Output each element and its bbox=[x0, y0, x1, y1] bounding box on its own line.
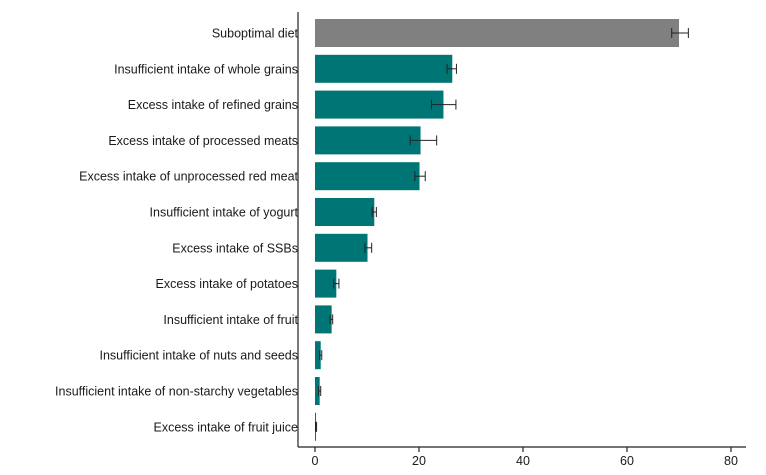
bars-layer bbox=[315, 19, 679, 441]
bar bbox=[315, 54, 453, 83]
category-label: Excess intake of fruit juice bbox=[153, 420, 298, 434]
bar bbox=[315, 162, 420, 191]
category-label: Insufficient intake of yogurt bbox=[150, 206, 299, 220]
bar bbox=[315, 198, 375, 226]
error-bar bbox=[446, 63, 457, 74]
category-label: Excess intake of potatoes bbox=[156, 277, 298, 291]
bar bbox=[315, 341, 321, 370]
category-label: Excess intake of refined grains bbox=[128, 98, 298, 112]
error-bar bbox=[671, 28, 689, 38]
category-labels-layer: Suboptimal diet Insufficient intake of wh… bbox=[55, 27, 298, 435]
error-bar bbox=[371, 207, 377, 217]
error-bar bbox=[333, 278, 340, 289]
bar bbox=[315, 305, 332, 334]
bar bbox=[315, 377, 320, 405]
category-label: Suboptimal diet bbox=[212, 27, 299, 41]
error-bar bbox=[364, 242, 373, 253]
x-tick-label: 60 bbox=[620, 454, 634, 468]
bar bbox=[315, 19, 679, 47]
bar bbox=[315, 269, 337, 298]
category-label: Excess intake of processed meats bbox=[108, 134, 298, 148]
error-bar bbox=[329, 314, 334, 325]
x-tick-label: 0 bbox=[312, 454, 319, 468]
category-label: Insufficient intake of non-starchy veget… bbox=[55, 385, 298, 399]
axes bbox=[297, 12, 746, 448]
category-label: Insufficient intake of nuts and seeds bbox=[99, 349, 298, 363]
x-axis-ticks: 0 20 40 60 80 bbox=[312, 447, 738, 468]
error-bar bbox=[430, 99, 457, 110]
x-tick-label: 80 bbox=[724, 454, 738, 468]
bar bbox=[315, 233, 368, 262]
x-tick-label: 40 bbox=[516, 454, 530, 468]
category-label: Excess intake of SSBs bbox=[172, 241, 298, 255]
error-bar bbox=[315, 421, 318, 432]
x-tick-label: 20 bbox=[412, 454, 426, 468]
bar bbox=[315, 90, 444, 119]
bar bbox=[315, 126, 421, 155]
category-label: Excess intake of unprocessed red meat bbox=[79, 170, 298, 184]
error-bar bbox=[319, 350, 323, 361]
category-label: Insufficient intake of whole grains bbox=[114, 62, 298, 76]
error-bar bbox=[318, 386, 322, 396]
error-bar bbox=[409, 135, 438, 146]
error-bars-layer bbox=[315, 28, 689, 432]
error-bar bbox=[414, 171, 426, 182]
category-label: Insufficient intake of fruit bbox=[163, 313, 298, 327]
